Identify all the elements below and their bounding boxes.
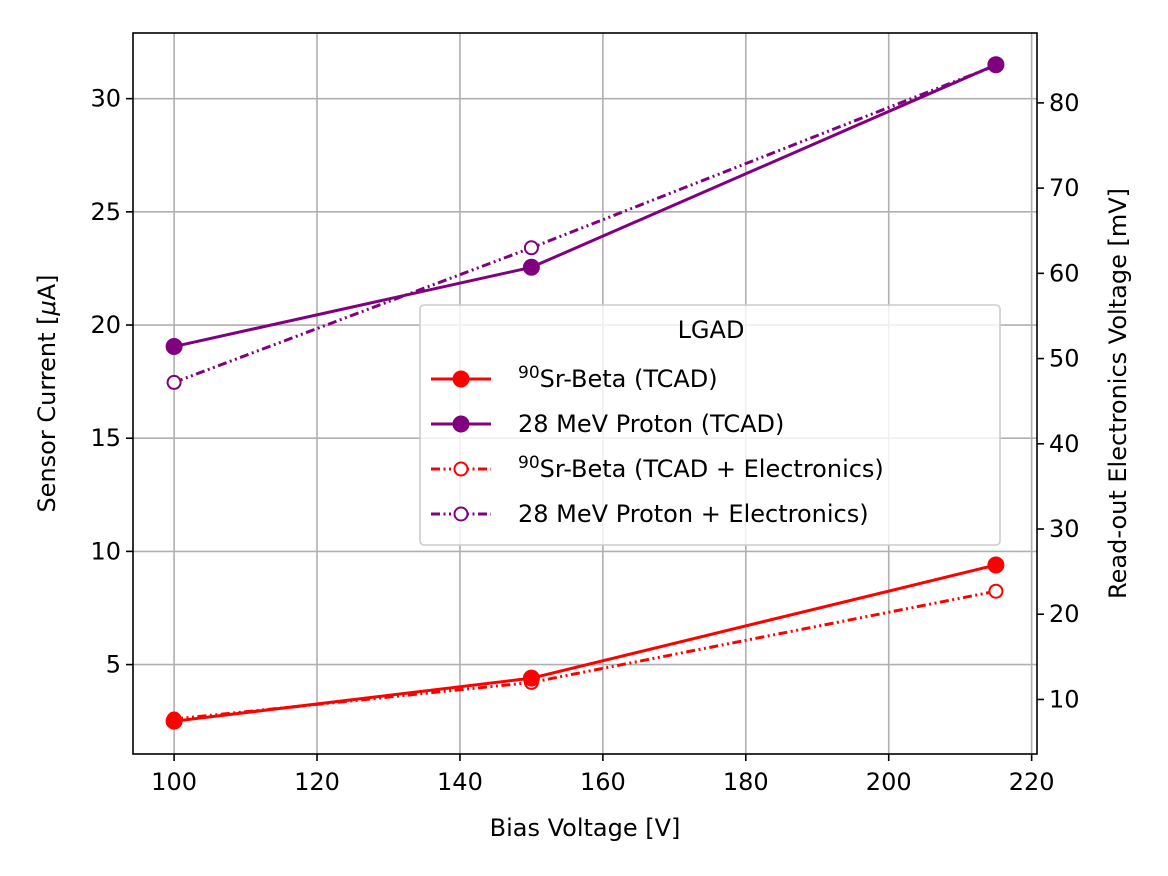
y-axis-left: 5 10 15 20 25 30: [90, 85, 133, 679]
series-point-3: [166, 374, 182, 390]
series-point-0: [165, 712, 183, 730]
y-axis-left-title-suffix: A]: [33, 274, 61, 300]
y-right-tick-label: 50: [1049, 345, 1080, 373]
y-axis-left-title-mu: μ: [33, 300, 61, 316]
x-tick-label: 100: [151, 768, 197, 796]
legend-swatch-marker: [452, 370, 470, 388]
series-point-3: [523, 240, 539, 256]
legend-label-sup: 90: [518, 363, 540, 383]
y-left-tick-label: 20: [90, 311, 121, 339]
x-tick-label: 160: [580, 768, 626, 796]
y-axis-right-title: Read-out Electronics Voltage [mV]: [1104, 188, 1132, 599]
y-right-tick-label: 40: [1049, 430, 1080, 458]
series-layer: [165, 56, 1005, 730]
y-left-tick-label: 25: [90, 198, 121, 226]
x-tick-label: 120: [294, 768, 340, 796]
legend-entry: 28 MeV Proton (TCAD): [431, 410, 784, 438]
legend-label-text: Sr-Beta (TCAD + Electronics): [540, 455, 884, 483]
legend-title: LGAD: [678, 316, 745, 344]
legend-label: 28 MeV Proton + Electronics): [518, 500, 869, 528]
legend-swatch-marker: [453, 506, 469, 522]
x-tick-label: 140: [437, 768, 483, 796]
plot-frame: [132, 32, 1038, 755]
y-right-tick-label: 80: [1049, 89, 1080, 117]
x-tick-label: 200: [866, 768, 912, 796]
legend-label-sup: 90: [518, 453, 540, 473]
series-point-1: [165, 338, 183, 356]
series-point-0: [987, 556, 1005, 574]
legend-label: 90Sr-Beta (TCAD + Electronics): [518, 453, 884, 483]
legend-box: [419, 304, 1001, 546]
legend-entry: 90Sr-Beta (TCAD + Electronics): [431, 453, 884, 483]
series-point-0: [522, 669, 540, 687]
x-tick-label: 220: [1009, 768, 1055, 796]
legend-label-text: 28 MeV Proton (TCAD): [518, 410, 784, 438]
legend-label: 90Sr-Beta (TCAD): [518, 363, 718, 393]
y-right-tick-label: 10: [1049, 685, 1080, 713]
x-axis-title: Bias Voltage [V]: [490, 814, 681, 842]
legend-label-text: 28 MeV Proton + Electronics): [518, 500, 869, 528]
legend: LGAD 90Sr-Beta (TCAD)28 MeV Proton (TCAD…: [419, 304, 1001, 546]
x-tick-label: 180: [723, 768, 769, 796]
legend-swatch-marker: [453, 461, 469, 477]
y-right-tick-label: 70: [1049, 174, 1080, 202]
legend-label-text: Sr-Beta (TCAD): [540, 365, 718, 393]
legend-entries: 90Sr-Beta (TCAD)28 MeV Proton (TCAD)90Sr…: [431, 363, 884, 528]
legend-entry: 90Sr-Beta (TCAD): [431, 363, 718, 393]
series-point-2: [988, 583, 1004, 599]
y-right-tick-label: 30: [1049, 515, 1080, 543]
series-point-1: [987, 56, 1005, 74]
y-left-tick-label: 30: [90, 85, 121, 113]
legend-entry: 28 MeV Proton + Electronics): [431, 500, 869, 528]
y-left-tick-label: 5: [106, 651, 121, 679]
legend-label: 28 MeV Proton (TCAD): [518, 410, 784, 438]
y-left-tick-label: 10: [90, 537, 121, 565]
series-point-1: [522, 258, 540, 276]
y-axis-left-title-prefix: Sensor Current [: [33, 316, 61, 513]
y-right-tick-label: 20: [1049, 600, 1080, 628]
y-right-tick-label: 60: [1049, 259, 1080, 287]
legend-swatch-marker: [452, 415, 470, 433]
x-axis: 100 120 140 160 180 200 220: [151, 754, 1055, 796]
y-axis-right: 10 20 30 40 50 60 70 80: [1037, 89, 1080, 713]
y-left-tick-label: 15: [90, 424, 121, 452]
y-axis-left-title: Sensor Current [μA]: [33, 274, 61, 512]
